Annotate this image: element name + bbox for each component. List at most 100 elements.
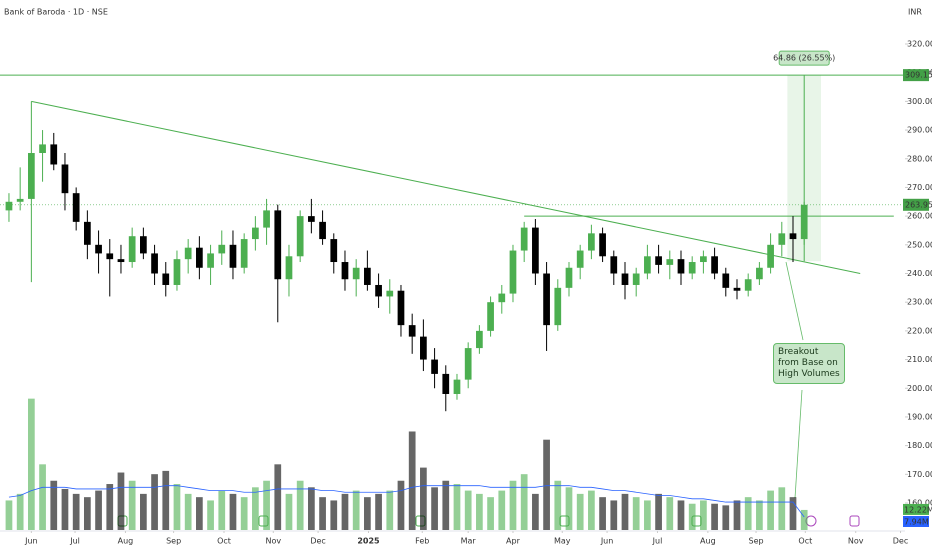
measure-label-box [778,50,830,66]
volume-bar [184,493,192,530]
candle-body [554,287,562,326]
volume-bar [28,398,35,530]
y-tick-label: 170.00 [907,470,932,479]
volume-bar [576,493,584,530]
y-tick-label: 290.00 [907,126,932,135]
x-tick-label: Nov [848,537,864,546]
volume-bar [800,509,808,530]
volume-bar [252,487,259,530]
candle-body [756,267,763,280]
volume-bar [778,487,786,530]
chart-title: Bank of Baroda · 1D · NSE [4,8,108,17]
candle-body [5,201,13,211]
volume-bar [16,493,24,530]
candle-body [464,348,472,380]
volume-bar [274,464,282,530]
x-tick-label: Oct [798,537,812,546]
volume-bar [375,493,382,530]
candle-body [644,256,651,274]
y-tick-label: 270.00 [907,183,932,192]
candle-body [722,273,730,288]
candle-body [263,210,270,228]
y-tick-label: 230.00 [907,298,932,307]
x-tick-label: Feb [415,537,429,546]
price-tag [903,69,929,82]
candle-body [509,250,517,294]
volume-bar [655,493,662,530]
volume-bar [72,493,80,530]
volume-bar [532,493,539,530]
candle-body [16,198,24,202]
candle-body [543,273,550,326]
candle-body [800,204,808,240]
x-tick-label: Jul [69,537,80,546]
volume-bar [644,500,651,530]
y-tick-label: 300.00 [907,97,932,106]
y-tick-label: 240.00 [907,269,932,278]
vol-tag [903,503,929,515]
candle-body [229,244,237,268]
candle-body [778,233,786,245]
candle-body [341,262,349,280]
candle-body [610,256,618,274]
volume-bar [487,497,494,530]
candle-body [61,164,69,194]
volume-ma [8,485,805,518]
y-tick-label: 180.00 [907,441,932,450]
candle-body [442,373,450,394]
volume-bar [599,497,606,530]
candle-body [476,330,483,349]
currency: INR [908,8,922,17]
volume-bar [162,470,170,530]
candle-body [28,153,35,199]
volume-bar [218,490,226,530]
volume-bar [296,480,304,530]
volume-bar [386,490,394,530]
candle-body [162,273,170,285]
candle-body [599,233,606,257]
candle-body [420,336,427,360]
price-tag [903,198,929,211]
candle-body [632,273,640,285]
volume-bar [744,497,752,530]
volume-bar [509,480,517,530]
candle-body [285,256,293,280]
volume-bar [431,487,438,530]
volume-bar [229,493,237,530]
candle-body [711,256,718,274]
candle-body [151,253,158,274]
volume-bar [666,497,674,530]
volume-bar [39,464,46,530]
candle-body [386,290,394,297]
candle-body [767,244,774,268]
candle-body [688,262,696,274]
candle-body [700,256,707,263]
x-tick-label: Sep [166,537,181,546]
y-tick-label: 260.00 [907,212,932,221]
volume-bar [464,490,472,530]
candle-body [196,247,203,268]
volume-bar [263,480,270,530]
x-tick-label: Sep [748,537,763,546]
candle-body [453,379,461,394]
volume-bar [442,480,450,530]
price-tag-label: 309.15 [905,71,932,80]
candle-body [621,273,629,285]
candle-body [498,293,506,303]
volume-bar [476,493,483,530]
volume-bar [756,500,763,530]
y-tick-label: 190.00 [907,412,932,421]
volume-bar [700,500,707,530]
arrow [785,261,804,341]
candle-body [72,193,80,222]
y-tick-label: 200.00 [907,384,932,393]
y-tick-label: 250.00 [907,240,932,249]
volume-bar [240,497,248,530]
candle-body [39,144,46,154]
x-tick-label: Apr [506,537,521,546]
candle-body [677,259,685,274]
candle-body [352,267,360,280]
candle-body [487,302,494,331]
candle-body [184,247,192,260]
